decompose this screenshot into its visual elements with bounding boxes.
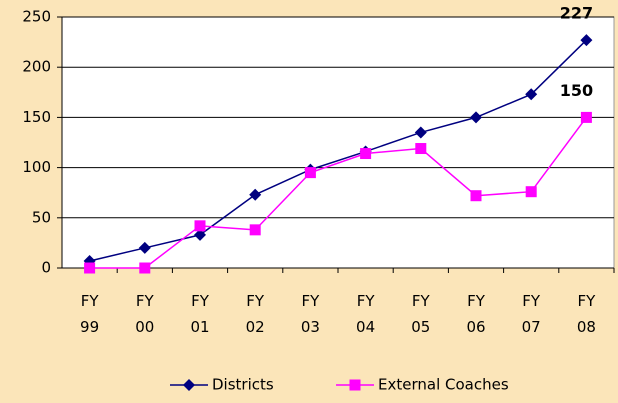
point [580, 111, 592, 123]
x-tick-label: FY 03 [300, 292, 320, 336]
point [525, 186, 537, 198]
x-tick-label: FY 05 [411, 292, 431, 336]
y-tick-label: 100 [22, 158, 51, 176]
point [580, 34, 593, 47]
point [415, 143, 427, 155]
point [470, 111, 482, 124]
point [249, 188, 262, 201]
point [138, 241, 151, 254]
point [194, 228, 206, 241]
data-label: 227 [560, 4, 593, 23]
point [249, 224, 261, 236]
y-tick-label: 0 [41, 259, 51, 277]
point [139, 262, 151, 274]
x-tick-label: FY 06 [466, 292, 486, 336]
y-tick-label: 200 [22, 58, 51, 76]
y-tick-label: 50 [32, 208, 51, 226]
legend-label: Districts [212, 376, 274, 394]
data-label: 150 [560, 81, 593, 100]
x-tick-label: FY 04 [356, 292, 376, 336]
x-tick-label: FY 01 [190, 292, 210, 336]
x-tick-label: FY 08 [576, 292, 596, 336]
point [470, 190, 482, 202]
plot-area [61, 16, 615, 269]
point [194, 220, 206, 232]
point [525, 88, 538, 101]
series-line [89, 39, 587, 262]
point [349, 379, 361, 391]
x-tick-label: FY 02 [245, 292, 265, 336]
point [183, 379, 195, 391]
point [360, 148, 372, 160]
point [84, 262, 96, 274]
y-tick-label: 150 [22, 108, 51, 126]
x-tick-label: FY 00 [135, 292, 155, 336]
point [414, 126, 427, 139]
point [304, 167, 316, 179]
y-tick-label: 250 [22, 8, 51, 26]
x-tick-label: FY 07 [521, 292, 541, 336]
series-line [89, 116, 588, 269]
legend-label: External Coaches [378, 376, 509, 394]
x-tick-label: FY 99 [80, 292, 100, 336]
